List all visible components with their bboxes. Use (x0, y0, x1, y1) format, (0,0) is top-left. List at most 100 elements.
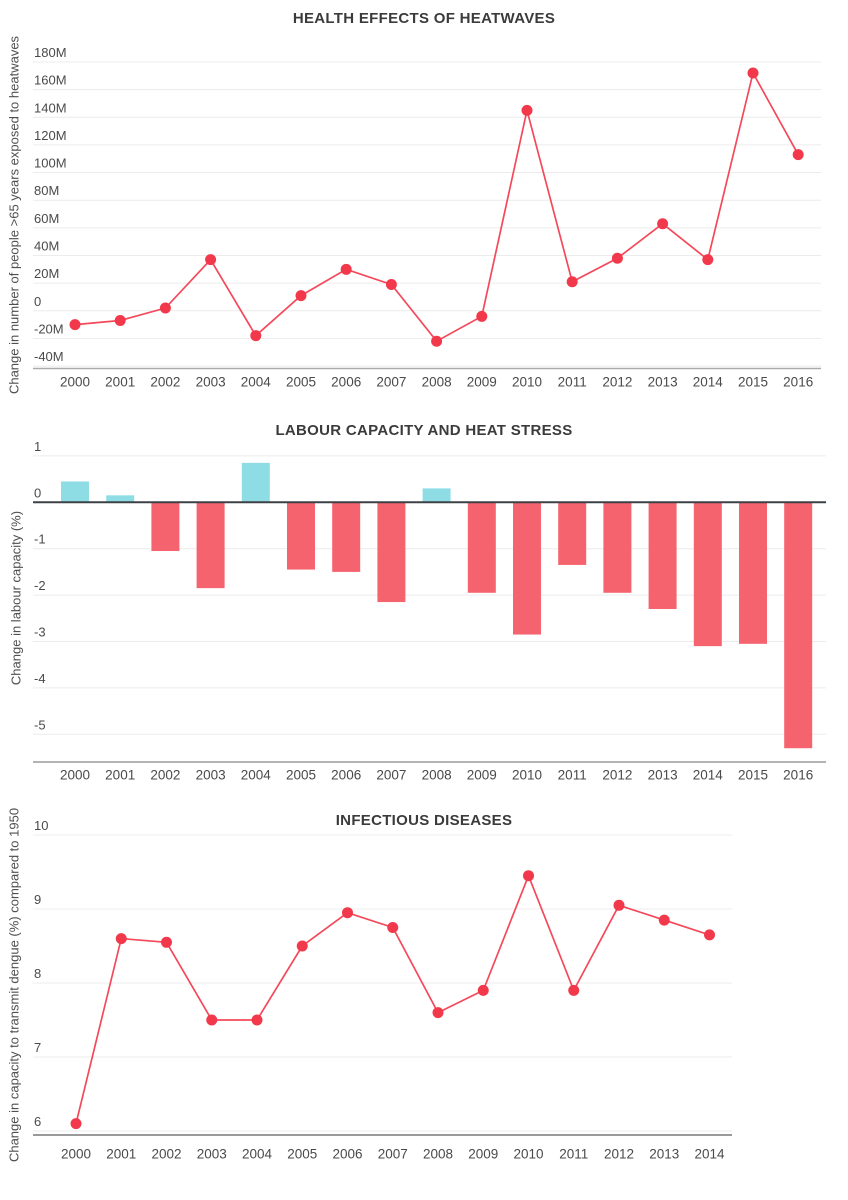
y-tick-label: 60M (34, 211, 59, 226)
y-tick-label: 10 (34, 818, 48, 833)
x-tick-label: 2011 (558, 768, 587, 783)
bar-2012 (603, 502, 632, 593)
chart-title-heatwaves: HEALTH EFFECTS OF HEATWAVES (292, 10, 556, 27)
x-tick-label: 2015 (738, 768, 768, 783)
x-tick-label: 2005 (286, 768, 316, 783)
chart-1-group: 180M 160M 140M 120M 100M 80M 60M 40M 20M 0 -20M -40… (33, 45, 821, 390)
data-point-2005 (296, 940, 308, 952)
y-tick-label: 140M (34, 100, 67, 115)
x-tick-label: 2015 (738, 375, 768, 390)
bar-2004 (241, 462, 270, 503)
x-tick-label: 2009 (467, 768, 497, 783)
data-point-2006 (340, 263, 352, 275)
data-point-2005 (295, 290, 307, 302)
data-point-2008 (431, 335, 443, 347)
x-tick-label: 2014 (693, 768, 724, 783)
x-tick-label: 2016 (783, 375, 813, 390)
data-point-2013 (657, 218, 669, 230)
data-point-2011 (568, 984, 580, 996)
data-point-2008 (432, 1007, 444, 1019)
data-point-2002 (161, 936, 172, 948)
x-tick-label: 2004 (241, 375, 272, 390)
x-tick-label: 2006 (331, 768, 361, 783)
x-tick-label: 2001 (105, 375, 135, 390)
y-tick-label: 7 (34, 1040, 41, 1055)
data-point-2011 (566, 276, 578, 288)
data-point-2001 (115, 933, 127, 945)
bar-2016 (784, 502, 813, 749)
chart-title-infectious-diseases: INFECTIOUS DISEASES (335, 812, 513, 829)
data-point-2016 (792, 149, 804, 161)
bar-2001 (106, 495, 135, 503)
x-tick-label: 2003 (196, 375, 226, 390)
bar-2002 (151, 502, 180, 552)
bar-2008 (422, 488, 451, 503)
x-tick-label: 2003 (196, 768, 226, 783)
x-tick-label: 2000 (60, 375, 90, 390)
data-point-2013 (658, 914, 670, 926)
x-tick-label: 2012 (604, 1147, 634, 1162)
bar-2015 (739, 502, 767, 644)
data-point-2003 (205, 254, 217, 266)
x-tick-label: 2005 (286, 375, 316, 390)
chart-2-group: 1 0 -1 -2 -3 -4 -5 2000 2001 2002 2003 2004 2005 2006… (33, 439, 826, 783)
x-tick-label: 2012 (602, 768, 632, 783)
y-tick-label: -2 (34, 578, 46, 593)
x-tick-label: 2008 (422, 768, 452, 783)
x-tick-label: 2001 (105, 768, 135, 783)
y-tick-label: 6 (34, 1114, 41, 1129)
data-point-2002 (159, 302, 171, 314)
bar-2007 (377, 502, 406, 603)
data-point-2012 (611, 252, 623, 264)
data-point-2007 (387, 922, 399, 933)
y-tick-label: 180M (34, 45, 67, 60)
x-tick-label: 2007 (376, 375, 406, 390)
data-point-2015 (747, 67, 759, 79)
y-tick-label: -3 (34, 625, 46, 640)
y-tick-label: -1 (34, 532, 46, 547)
y-tick-label: -4 (34, 671, 46, 686)
x-tick-label: 2002 (151, 1147, 181, 1162)
x-tick-label: 2013 (648, 375, 678, 390)
x-tick-label: 2002 (150, 375, 180, 390)
data-point-2014 (704, 929, 715, 941)
x-tick-label: 2014 (694, 1147, 725, 1162)
y-tick-label: -20M (34, 321, 64, 336)
x-tick-label: 2006 (332, 1147, 362, 1162)
data-point-2009 (476, 310, 488, 322)
y-tick-label: 40M (34, 239, 59, 254)
x-tick-label: 2014 (693, 375, 724, 390)
bar-2013 (648, 502, 677, 610)
y-tick-label: 9 (34, 892, 41, 907)
x-tick-label: 2000 (60, 768, 90, 783)
x-tick-label: 2009 (467, 375, 497, 390)
data-point-2004 (250, 330, 262, 342)
data-point-2009 (477, 984, 489, 996)
x-tick-label: 2000 (61, 1147, 91, 1162)
data-point-2014 (702, 254, 714, 266)
y-tick-label: 100M (34, 156, 67, 171)
x-tick-label: 2007 (376, 768, 406, 783)
x-tick-label: 2008 (423, 1147, 453, 1162)
x-tick-label: 2005 (287, 1147, 317, 1162)
y-tick-label: 160M (34, 73, 67, 88)
y-tick-label: 0 (34, 294, 41, 309)
data-point-2012 (613, 899, 625, 911)
bar-2003 (196, 502, 225, 589)
x-tick-label: 2011 (559, 1147, 588, 1162)
bar-2005 (287, 502, 315, 570)
bar-2010 (513, 502, 541, 635)
y-tick-label: 120M (34, 128, 67, 143)
x-tick-label: 2004 (242, 1147, 273, 1162)
data-point-2003 (206, 1014, 218, 1026)
x-tick-label: 2008 (422, 375, 452, 390)
y-tick-label: -5 (34, 717, 46, 732)
data-line (75, 873, 710, 1124)
data-point-2000 (69, 319, 81, 331)
y-tick-label: 1 (34, 439, 41, 454)
bar-2009 (467, 502, 496, 593)
y-tick-label: 80M (34, 183, 59, 198)
x-tick-label: 2010 (512, 768, 542, 783)
data-point-2007 (385, 279, 397, 291)
data-point-2010 (521, 104, 533, 116)
